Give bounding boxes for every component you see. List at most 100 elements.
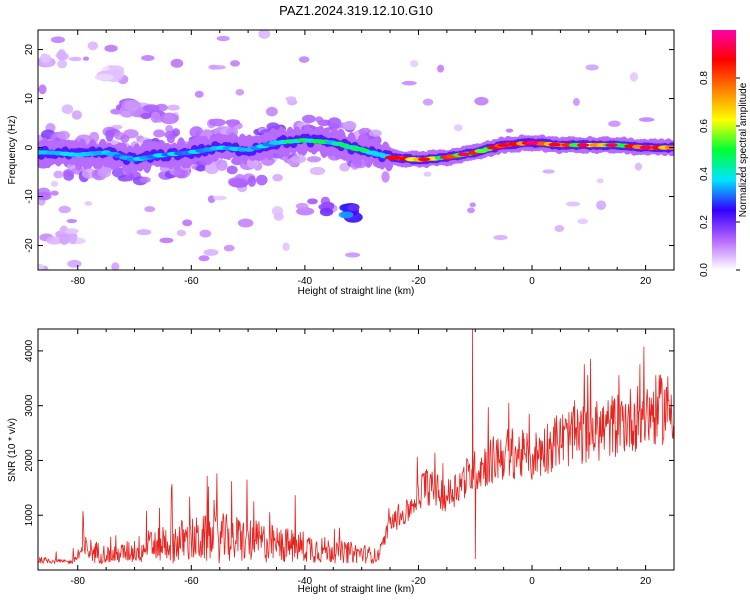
x-tick-label: -40 — [298, 276, 313, 287]
spectrogram-cell — [258, 30, 271, 39]
snr-series — [38, 329, 674, 565]
spectrogram-cell — [457, 152, 470, 157]
colorbar-label: Normalized spectral amplitude — [738, 82, 749, 217]
spectrogram-cell — [170, 58, 184, 68]
spectrogram-cell — [422, 98, 434, 106]
spectrogram-cell — [159, 112, 179, 125]
spectrogram-cell — [56, 52, 69, 61]
spectrogram-cell — [227, 120, 236, 128]
x-tick-label: 0 — [529, 276, 535, 287]
spectrogram-cell — [342, 120, 357, 131]
spectrogram-cell — [629, 72, 639, 82]
x-tick-label: 20 — [640, 576, 652, 587]
spectrogram-cell — [235, 88, 245, 96]
figure-title: PAZ1.2024.319.12.10.G10 — [279, 3, 433, 18]
colorbar-ticks: 0.0 0.2 0.4 0.6 0.8 — [699, 71, 740, 277]
spectrogram-cell — [182, 219, 193, 227]
spectrogram-cell — [505, 128, 514, 133]
spectrogram-cell — [247, 175, 257, 187]
colorbar-tick-label: 0.2 — [699, 215, 710, 229]
colorbar-tick-label: 0.6 — [699, 119, 710, 133]
spectrogram-cell — [67, 259, 82, 268]
spectrogram-cell — [474, 96, 489, 106]
spectrogram-cell — [453, 124, 463, 132]
spectrogram-cell — [596, 200, 607, 210]
spectrogram-cell — [84, 201, 93, 206]
x-tick-label: -40 — [298, 576, 313, 587]
colorbar: 0.0 0.2 0.4 0.6 0.8 Normalized spectral ampl… — [699, 30, 749, 277]
spectrogram-cell — [46, 236, 63, 245]
spectrogram-cell — [295, 202, 309, 210]
spectrogram-cell — [195, 165, 206, 172]
spectrogram-cell — [577, 143, 590, 148]
spectrogram-cell — [41, 54, 52, 63]
spectrogram-cell — [273, 212, 284, 221]
y-tick-label: -10 — [24, 189, 35, 204]
spectrogram-cell — [306, 156, 322, 163]
spectrogram-cell — [58, 205, 71, 214]
colorbar-gradient — [712, 30, 736, 270]
y-tick-label: 3000 — [24, 394, 35, 417]
spectrogram-cell — [120, 134, 130, 143]
spectrogram-cell — [204, 163, 219, 175]
spectrogram-cell — [467, 207, 475, 214]
spectrogram-cell — [139, 176, 151, 183]
spectrogram-cell — [61, 104, 74, 115]
spectrogram-cell — [104, 44, 118, 53]
spectrogram-cell — [497, 143, 510, 148]
colorbar-tick-label: 0.0 — [699, 263, 710, 277]
spectrogram-cell — [577, 218, 588, 225]
spectrogram-cell — [423, 171, 432, 177]
spectrogram-cell — [634, 162, 643, 171]
colorbar-tick-label: 0.8 — [699, 71, 710, 85]
spectrogram-cell — [64, 228, 79, 235]
spectrogram-cell — [144, 206, 156, 213]
spectrogram-cell — [66, 218, 78, 224]
spectrogram-frame — [37, 29, 675, 271]
spectrogram-cell — [266, 122, 280, 131]
spectrogram-cell — [124, 100, 142, 112]
spectrogram-cell — [327, 117, 342, 130]
spectrogram-cell — [237, 218, 254, 228]
spectrogram-cell — [418, 157, 431, 162]
spectrogram-cell — [381, 171, 390, 183]
x-tick-label: -60 — [184, 276, 199, 287]
spectrogram-cell — [493, 234, 508, 241]
snr-xlabel: Height of straight line (km) — [298, 584, 415, 595]
spectrogram-cell — [317, 119, 331, 127]
spectrogram-cell — [53, 170, 64, 179]
colorbar-tick-label: 0.4 — [699, 167, 710, 181]
spectrogram-cell — [94, 73, 114, 81]
y-tick-label: 20 — [24, 44, 35, 56]
spectrogram-cell — [57, 130, 71, 140]
x-tick-label: -60 — [184, 576, 199, 587]
spectrogram-panel: -80 -60 -40 -20 0 20 -20 -10 0 10 20 Height of str… — [7, 29, 675, 297]
spectrogram-cell — [226, 165, 238, 175]
spectrogram-cell — [409, 60, 419, 68]
spectrogram-cell — [389, 155, 402, 160]
x-tick-label: 0 — [529, 576, 535, 587]
spectrogram-cell — [282, 242, 290, 252]
y-tick-label: 10 — [24, 93, 35, 105]
spectrogram-cell — [345, 252, 361, 258]
y-tick-label: 4000 — [24, 339, 35, 362]
spectrogram-cell — [50, 180, 59, 187]
spectrogram-cell — [176, 229, 187, 237]
spectrogram-cell — [298, 56, 310, 63]
spectrogram-cell — [50, 36, 66, 44]
spectrogram-cell — [68, 56, 82, 62]
spectrogram-cell — [71, 110, 82, 120]
spectrogram-cell — [296, 207, 315, 216]
spectrogram-cell — [272, 173, 283, 182]
spectrogram-cell — [554, 225, 565, 233]
spectrogram-cell — [309, 166, 326, 176]
spectrogram-cell — [216, 35, 230, 42]
spectrogram-cell — [59, 225, 69, 237]
spectrogram-cell — [228, 178, 248, 188]
spectrogram-cell — [368, 129, 382, 137]
spectrogram-cell — [38, 191, 52, 201]
x-tick-label: -20 — [411, 576, 426, 587]
y-tick-label: 2000 — [24, 449, 35, 472]
